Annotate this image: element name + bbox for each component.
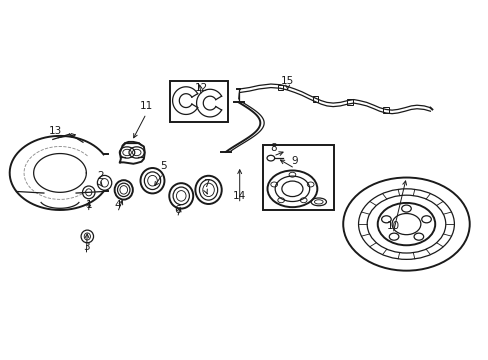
Bar [346,99,352,104]
Text: 6: 6 [174,205,181,215]
Bar [262,145,333,210]
Text: 12: 12 [194,83,207,93]
Bar [382,107,388,113]
Text: 9: 9 [291,156,298,166]
Text: 3: 3 [83,242,89,252]
Bar [312,96,318,102]
Bar [277,85,283,90]
Bar [170,81,227,122]
Text: 5: 5 [160,161,166,171]
Text: 15: 15 [281,76,294,86]
Text: 11: 11 [140,101,153,111]
Text: 14: 14 [233,191,246,201]
Text: 7: 7 [203,179,209,189]
Text: 8: 8 [269,143,276,153]
Text: 1: 1 [85,200,92,210]
Text: 13: 13 [48,126,61,136]
Text: 10: 10 [386,221,399,231]
Text: 2: 2 [97,171,104,181]
Text: 4: 4 [114,200,121,210]
